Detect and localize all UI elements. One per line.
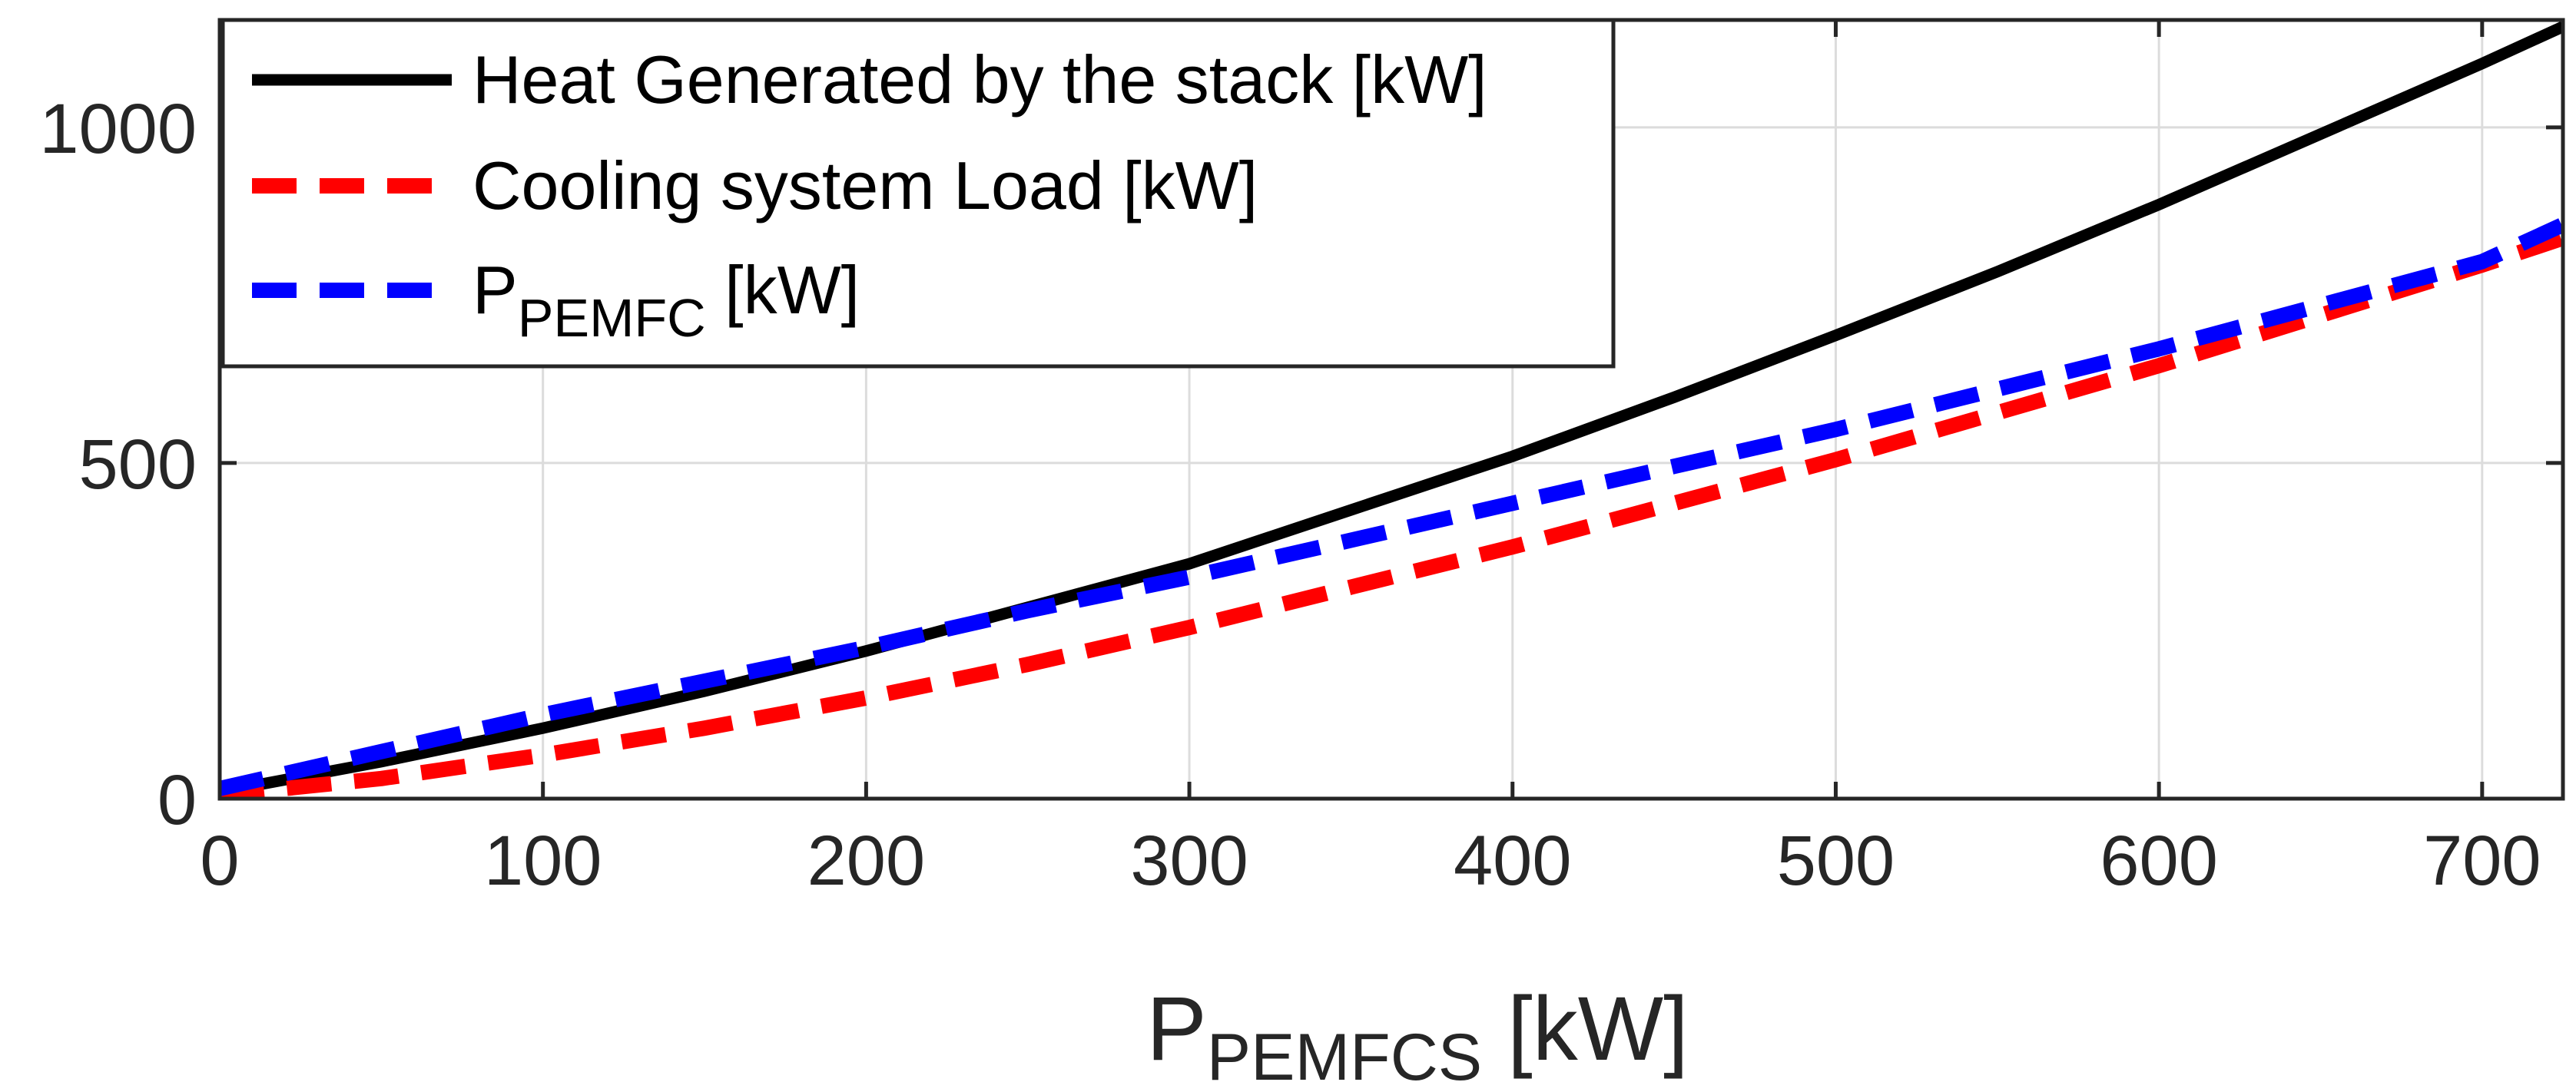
legend-label-main: Heat Generated by the stack [kW] — [472, 41, 1487, 117]
legend-label-3: PPEMFC [kW] — [472, 252, 860, 348]
legend-entries: Heat Generated by the stack [kW] Cooling … — [252, 41, 1487, 348]
x-axis-label: PPEMFCS [kW] — [1146, 978, 1689, 1092]
legend-label-main: Cooling system Load [kW] — [472, 147, 1258, 223]
series-line-3 — [220, 217, 2563, 796]
y-tick-label: 0 — [157, 761, 197, 839]
x-tick-label: 300 — [1130, 822, 1248, 900]
legend-label-main: P — [472, 252, 518, 328]
legend: Heat Generated by the stack [kW] Cooling … — [220, 18, 1616, 369]
x-tick-label: 500 — [1777, 822, 1895, 900]
y-tick-label: 1000 — [39, 90, 197, 168]
x-tick-label: 400 — [1454, 822, 1572, 900]
series-line-2 — [220, 230, 2563, 799]
legend-label-2: Cooling system Load [kW] — [472, 147, 1258, 223]
legend-label-unit: [kW] — [706, 252, 860, 328]
ticks-layer: 0 100 200 300 400 500 600 700 0 500 1000 — [39, 20, 2563, 900]
series-layer — [220, 21, 2563, 799]
y-tick-label: 500 — [79, 425, 197, 504]
x-tick-label: 600 — [2100, 822, 2218, 900]
x-tick-label: 0 — [200, 822, 239, 900]
x-axis-label-sub: PEMFCS — [1207, 1021, 1482, 1092]
series-line-1 — [220, 21, 2563, 798]
x-axis-label-unit: [kW] — [1482, 978, 1689, 1080]
x-tick-label: 700 — [2423, 822, 2541, 900]
x-axis-label-main: P — [1146, 978, 1207, 1080]
legend-label-1: Heat Generated by the stack [kW] — [472, 41, 1487, 117]
x-tick-label: 100 — [484, 822, 602, 900]
legend-box — [220, 18, 1616, 369]
x-tick-label: 200 — [807, 822, 926, 900]
legend-label-sub: PEMFC — [518, 288, 706, 348]
